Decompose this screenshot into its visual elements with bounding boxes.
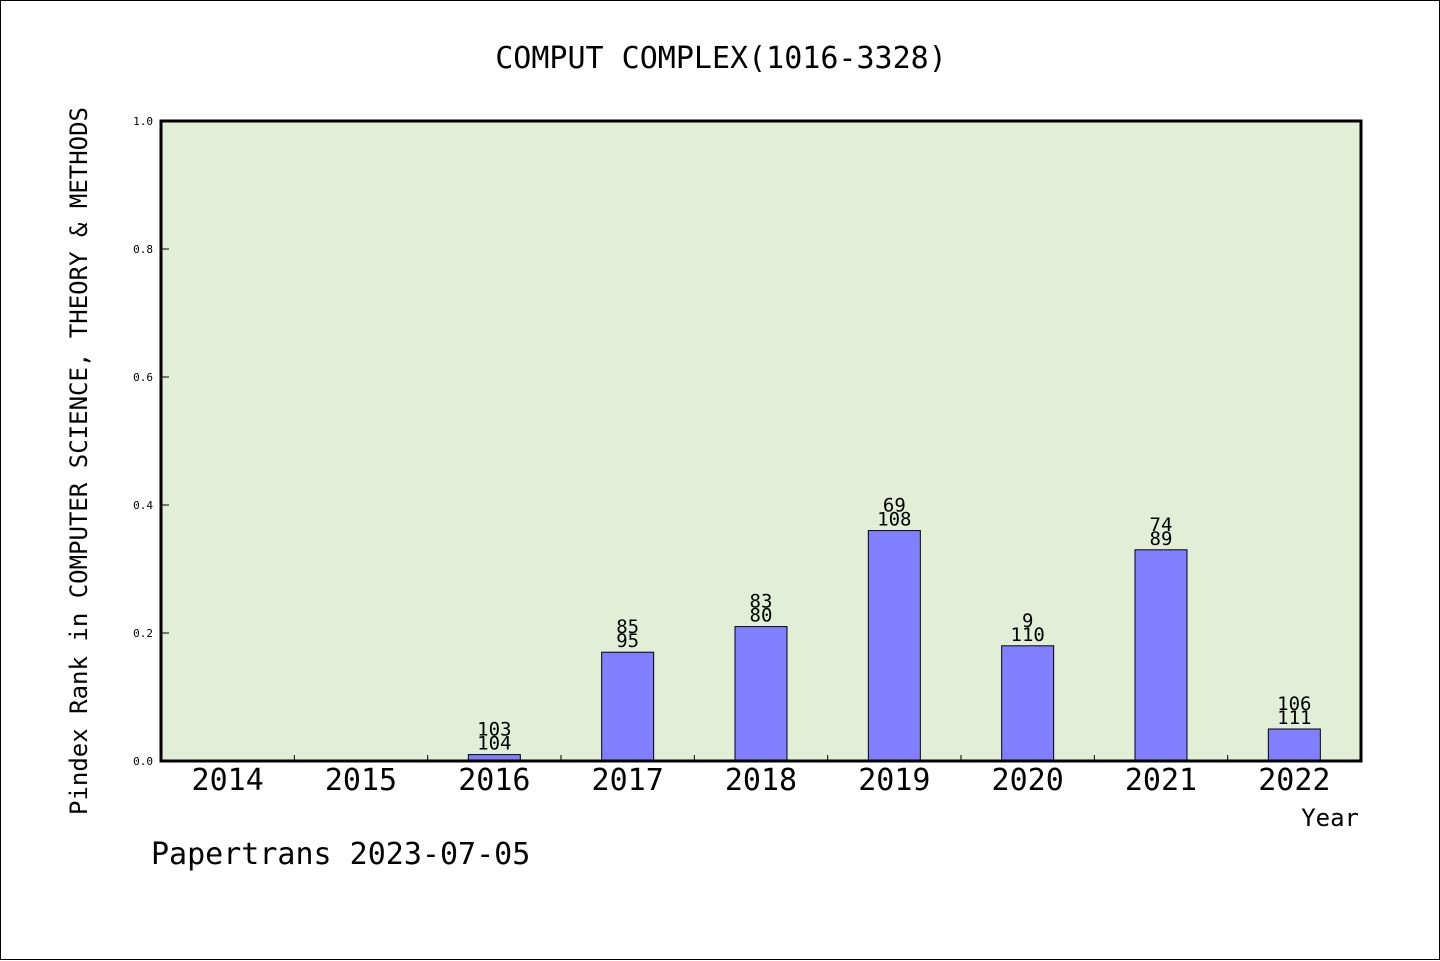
- bar-label-top: 103: [477, 719, 511, 741]
- bars: [467, 530, 1321, 762]
- bar-label-top: 106: [1277, 693, 1311, 715]
- y-tick-label: 0.8: [133, 243, 153, 256]
- plot-frame: [159, 119, 1363, 763]
- x-axis: 2014 2015 2016 2017 2018 2019 2020 2021 2022: [192, 755, 1330, 798]
- bar-label-top: 69: [883, 495, 906, 517]
- x-tick-label: 2016: [458, 763, 530, 798]
- bar-label-bottom: 80: [750, 605, 773, 627]
- bar-label-bottom: 104: [477, 733, 511, 755]
- bar: [1267, 728, 1321, 762]
- x-tick-label: 2014: [192, 763, 264, 798]
- y-tick-label: 0.6: [133, 371, 153, 384]
- bar: [601, 651, 655, 762]
- bar-label-bottom: 111: [1277, 707, 1311, 729]
- bar: [734, 626, 788, 762]
- x-tick-label: 2020: [992, 763, 1064, 798]
- y-tick-label: 0.2: [133, 627, 153, 640]
- x-tick-label: 2022: [1258, 763, 1330, 798]
- x-tick-label: 2017: [592, 763, 664, 798]
- y-tick-label: 1.0: [133, 115, 153, 128]
- bar-label-top: 85: [616, 616, 639, 638]
- bar-label-top: 74: [1150, 514, 1173, 536]
- x-tick-label: 2018: [725, 763, 797, 798]
- bar: [1001, 645, 1055, 762]
- y-tick-label: 0.4: [133, 499, 153, 512]
- bar-label-top: 83: [750, 591, 773, 613]
- watermark: Papertrans 2023-07-05: [151, 837, 530, 872]
- bar-label-bottom: 108: [877, 509, 911, 531]
- bar-label-top: 9: [1022, 610, 1033, 632]
- x-axis-label: Year: [1301, 804, 1359, 832]
- x-tick-label: 2015: [325, 763, 397, 798]
- bar-label-bottom: 95: [616, 630, 639, 652]
- y-tick-label: 0.0: [133, 755, 153, 768]
- bar: [867, 530, 921, 762]
- y-axis-label: Pindex Rank in COMPUTER SCIENCE, THEORY …: [65, 107, 93, 815]
- x-tick-label: 2019: [858, 763, 930, 798]
- bar-label-bottom: 89: [1150, 528, 1173, 550]
- x-tick-label: 2021: [1125, 763, 1197, 798]
- chart-title: COMPUT COMPLEX(1016-3328): [495, 41, 947, 76]
- bar: [1134, 549, 1188, 762]
- bar-label-bottom: 110: [1011, 624, 1045, 646]
